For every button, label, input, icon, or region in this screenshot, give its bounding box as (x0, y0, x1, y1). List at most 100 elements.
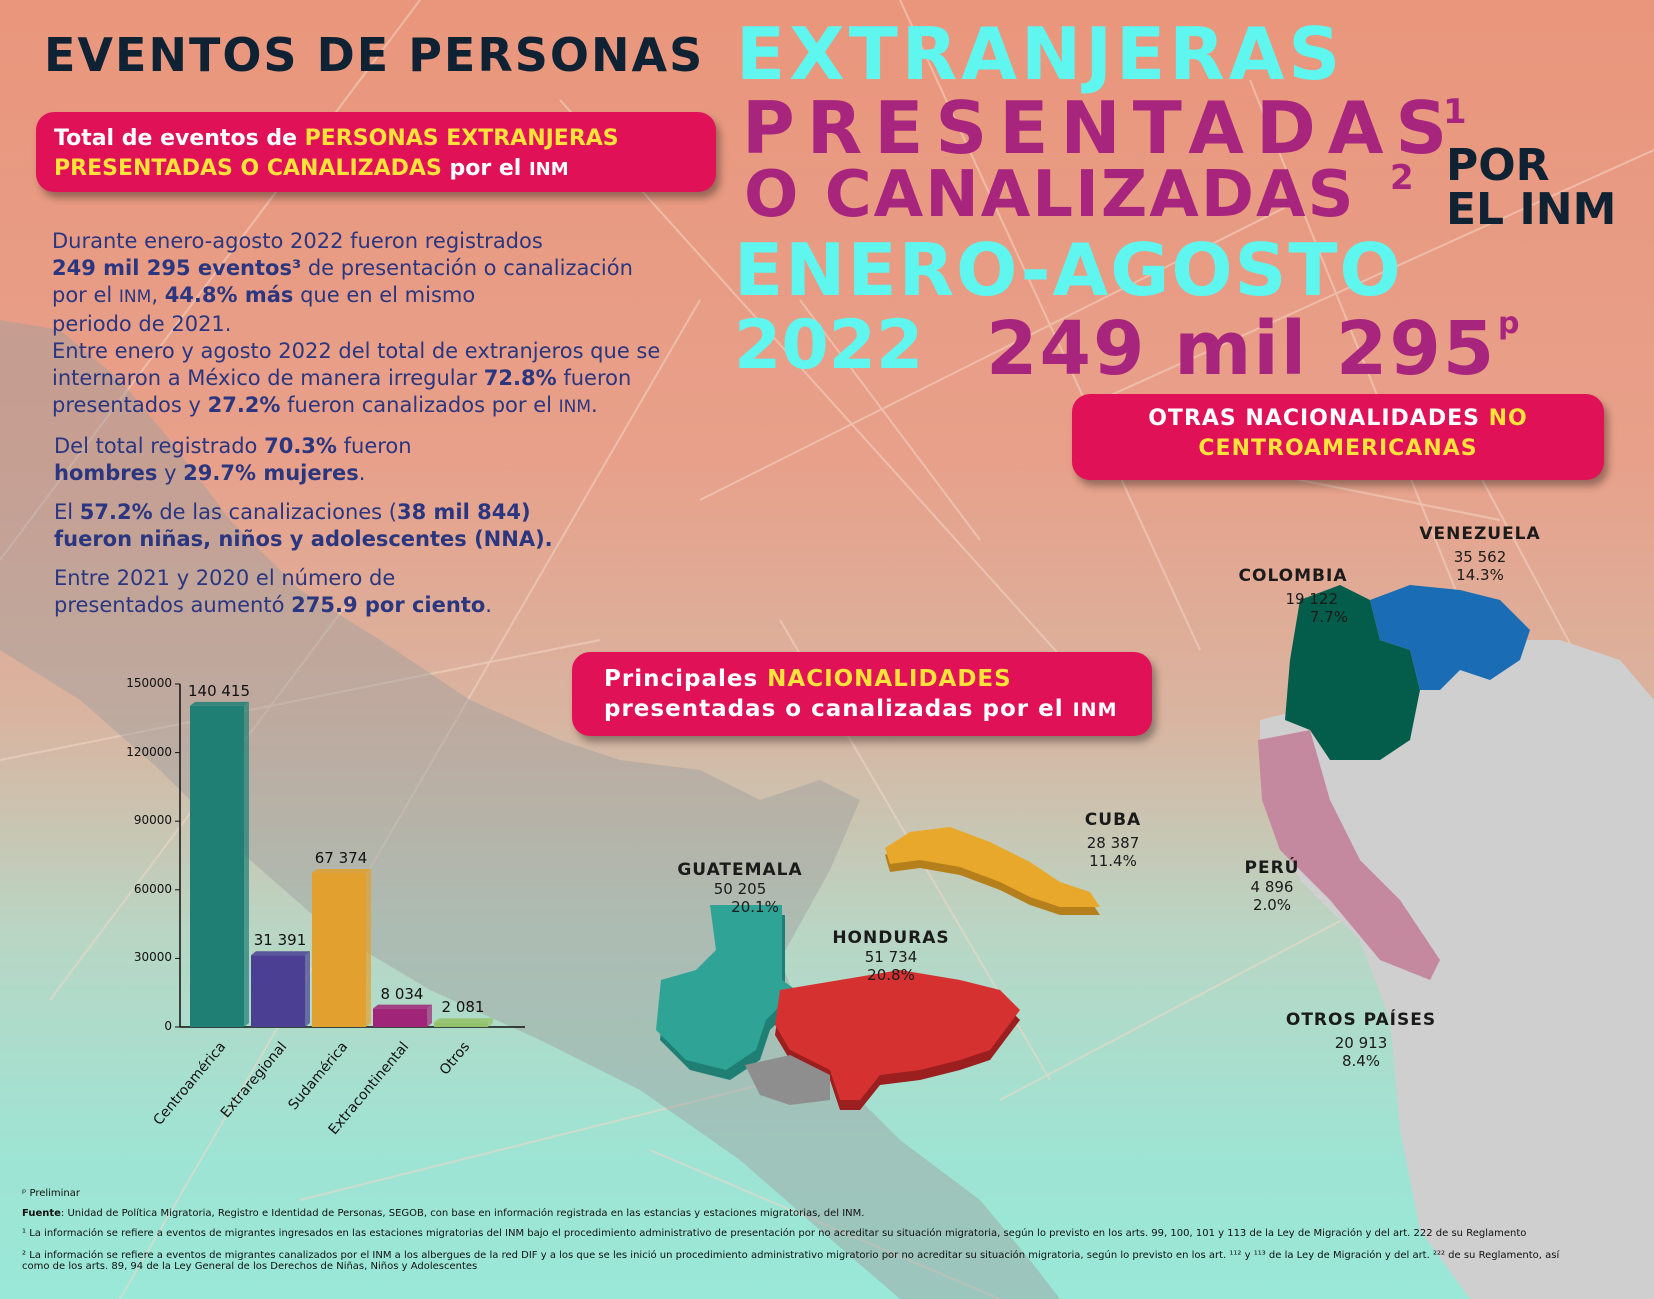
text-bold: 38 mil 844) (396, 500, 531, 524)
country-name: PERÚ (1244, 858, 1300, 878)
bar-top (190, 701, 249, 706)
country-pct: 7.7% (1309, 608, 1348, 626)
bar-side (488, 1018, 493, 1027)
text: que en el mismo (293, 283, 476, 307)
total-events: 249 mil 295 (986, 306, 1497, 392)
text-bold: 72.8% (483, 366, 557, 390)
bar-value-label: 31 391 (253, 931, 307, 950)
y-tick-label: 90000 (133, 813, 172, 828)
country-pct: 14.3% (1456, 566, 1504, 584)
text: fueron canalizados por el (280, 393, 559, 417)
text: fueron (556, 366, 632, 390)
bar-top (251, 951, 310, 956)
country-pct: 11.4% (1089, 852, 1137, 870)
text: periodo de 2021. (52, 312, 232, 336)
country-count: 20 913 (1334, 1034, 1388, 1052)
text: y (157, 461, 184, 485)
text: . (485, 593, 492, 617)
text-bold: 249 mil 295 eventos³ (52, 256, 302, 280)
country-name: CUBA (1084, 810, 1142, 830)
bar-centroamérica (190, 705, 244, 1027)
label-colombia: COLOMBIA 19 122 7.7% (1228, 566, 1358, 626)
bar-value-label: 140 415 (187, 681, 251, 700)
text-bold: fueron niñas, niños y adolescentes (NNA)… (54, 527, 553, 551)
bar-extracontinental (373, 1008, 427, 1027)
text: presentados aumentó (54, 593, 292, 617)
country-pct: 8.4% (1341, 1052, 1381, 1070)
title-year: 2022 (734, 306, 924, 385)
bar-extraregional (251, 955, 305, 1027)
text: . (591, 393, 598, 417)
country-count: 19 122 (1285, 590, 1339, 608)
footnote-2: ² La información se refiere a eventos de… (22, 1250, 1560, 1261)
country-name: OTROS PAÍSES (1285, 1010, 1437, 1030)
text: Entre 2021 y 2020 el número de (54, 566, 396, 590)
honduras-shape (775, 970, 1020, 1100)
summary-paragraph-3: Del total registrado 70.3% fueron hombre… (54, 433, 654, 487)
text-bold: 44.8% más (164, 283, 294, 307)
text: fueron (336, 434, 412, 458)
country-pct: 20.1% (731, 898, 779, 916)
y-tick-label: 60000 (133, 881, 172, 896)
cuba-shape (885, 827, 1100, 907)
superscript-1: 1 (1443, 92, 1467, 132)
principales-nacionalidades-pill: Principales NACIONALIDADES presentadas o… (572, 652, 1152, 736)
title-eventos: EVENTOS DE PERSONAS (44, 28, 705, 82)
colombia-shape (1285, 585, 1420, 760)
bar-chart: 0 30000 60000 90000 120000 150000 140 415 Centr… (100, 672, 540, 1138)
text-bold: 57.2% (79, 500, 153, 524)
text: Del total registrado (54, 434, 265, 458)
footnote-fuente: Fuente: Unidad de Política Migratoria, R… (22, 1208, 864, 1219)
title-enero-agosto: ENERO-AGOSTO (734, 228, 1403, 312)
country-name: COLOMBIA (1238, 566, 1348, 586)
title-presentadas: PRESENTADAS (742, 86, 1460, 170)
footnote-preliminar: ᵖ Preliminar (22, 1188, 81, 1199)
text-bold: 29.7% mujeres (183, 461, 359, 485)
country-count: 50 205 (713, 880, 767, 898)
pill-text: presentadas o canalizadas por el (604, 696, 1073, 722)
text-bold: 27.2% (207, 393, 281, 417)
bar-side (244, 701, 249, 1027)
bar-side (305, 951, 310, 1027)
superscript-p: p (1498, 306, 1520, 341)
country-count: 4 896 (1250, 878, 1294, 896)
text: Durante enero-agosto 2022 fueron registr… (52, 229, 543, 253)
bar-value-label: 67 374 (314, 848, 368, 867)
guatemala-shape (656, 905, 796, 1070)
text: INM (118, 287, 152, 307)
y-tick-label: 120000 (126, 744, 172, 759)
title-extranjeras: EXTRANJERAS (736, 12, 1345, 96)
pill-inm: INM (1072, 699, 1118, 721)
text: de las canalizaciones ( (152, 500, 397, 524)
title-canalizadas: O CANALIZADAS (744, 158, 1356, 232)
country-name: GUATEMALA (677, 860, 803, 880)
country-pct: 2.0% (1252, 896, 1292, 914)
title-por: POR (1446, 140, 1550, 191)
text: presentados y (52, 393, 208, 417)
bar-value-label: 2 081 (441, 998, 485, 1017)
fuente-text: : Unidad de Política Migratoria, Registr… (60, 1208, 865, 1219)
bar-side (366, 868, 371, 1027)
venezuela-shape (1370, 585, 1530, 690)
label-peru: PERÚ 4 896 2.0% (1232, 858, 1312, 914)
text: internaron a México de manera irregular (52, 366, 484, 390)
bar-top (312, 868, 371, 873)
country-name: VENEZUELA (1419, 524, 1541, 544)
otras-nacionalidades-pill: OTRAS NACIONALIDADES NO CENTROAMERICANAS (1072, 394, 1604, 480)
text: Entre enero y agosto 2022 del total de e… (52, 339, 661, 363)
label-otros-paises: OTROS PAÍSES 20 913 8.4% (1276, 1010, 1446, 1070)
pill-text: Total de eventos de (54, 126, 305, 151)
label-honduras: HONDURAS 51 734 20.8% (826, 928, 956, 984)
country-count: 35 562 (1453, 548, 1507, 566)
fuente-label: Fuente (22, 1208, 61, 1219)
country-name: HONDURAS (832, 928, 950, 948)
bar-top (373, 1004, 432, 1009)
bar-otros (434, 1022, 488, 1027)
text: de presentación o canalización (301, 256, 633, 280)
title-el-inm: EL INM (1446, 184, 1617, 235)
pill-text: OTRAS NACIONALIDADES (1148, 406, 1489, 431)
country-count: 51 734 (864, 948, 918, 966)
text: , (151, 283, 165, 307)
y-tick-label: 150000 (126, 676, 172, 690)
